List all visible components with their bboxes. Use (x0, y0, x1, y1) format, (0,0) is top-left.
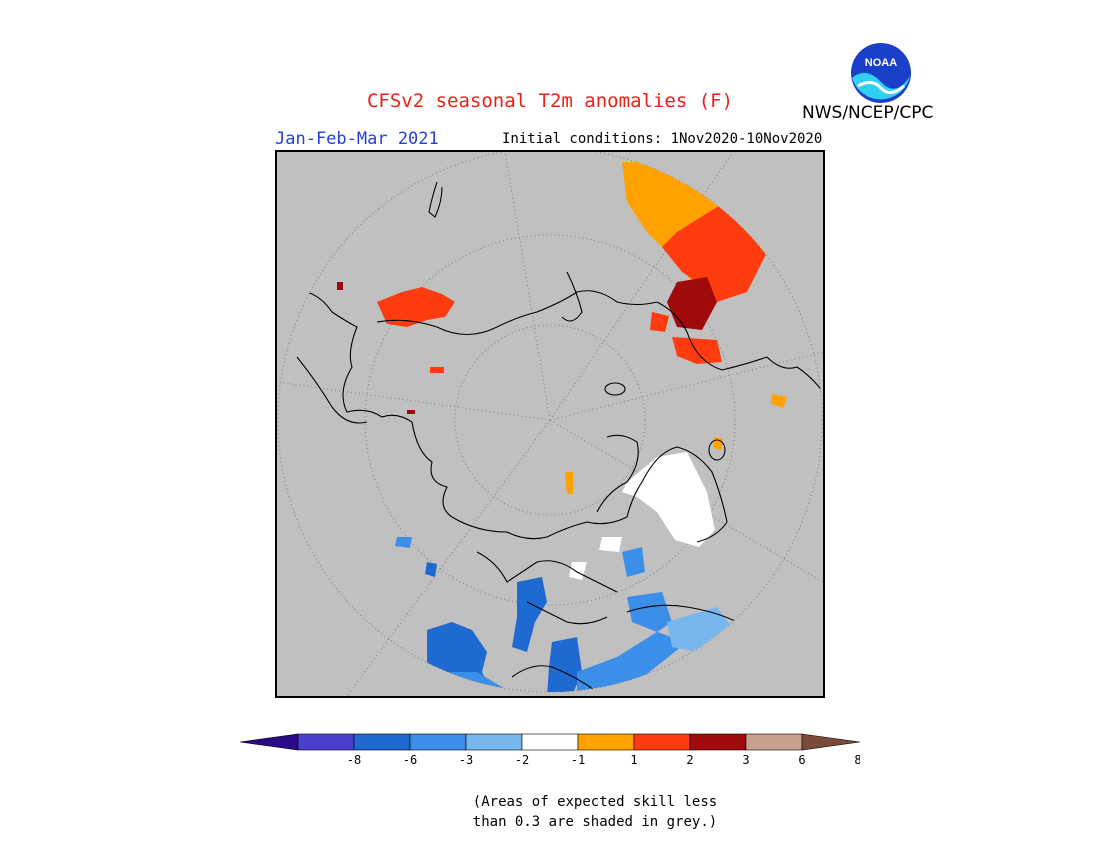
legend-colorbar: -8 -6 -3 -2 -1 1 2 3 6 8 (240, 733, 860, 767)
legend-tick-label: -3 (459, 753, 473, 767)
legend-tick-label: -1 (571, 753, 585, 767)
legend-tick-label: -6 (403, 753, 417, 767)
legend-tick-label: 8 (854, 753, 860, 767)
legend-color-box (633, 733, 691, 751)
legend-tick-label: -2 (515, 753, 529, 767)
legend-color-box (465, 733, 523, 751)
legend-tick-label: 6 (798, 753, 805, 767)
legend-tick-label: 2 (686, 753, 693, 767)
legend-low-arrow (240, 733, 299, 751)
legend-color-box (745, 733, 803, 751)
legend-color-boxes (240, 733, 860, 751)
graticule (277, 152, 823, 696)
coastlines (296, 181, 822, 692)
legend-color-box (689, 733, 747, 751)
season-label: Jan-Feb-Mar 2021 (275, 129, 439, 149)
legend-color-box (521, 733, 579, 751)
legend-color-box (577, 733, 635, 751)
noaa-logo: NOAA (851, 43, 911, 103)
skill-footnote: (Areas of expected skill less than 0.3 a… (420, 792, 770, 832)
agency-label: NWS/NCEP/CPC (802, 103, 934, 123)
initial-conditions-label: Initial conditions: 1Nov2020-10Nov2020 (502, 131, 823, 147)
warm-anomaly-asia (622, 162, 767, 364)
footnote-line-1: (Areas of expected skill less (472, 794, 718, 810)
warm-anomaly-europe (377, 287, 455, 327)
noaa-logo-text: NOAA (865, 57, 897, 69)
polar-map-panel (275, 150, 825, 698)
legend-tick-label: -8 (347, 753, 361, 767)
legend-tick-labels: -8 -6 -3 -2 -1 1 2 3 6 8 (347, 753, 860, 767)
legend-color-box (409, 733, 467, 751)
legend-color-box (353, 733, 411, 751)
legend-tick-label: 3 (742, 753, 749, 767)
footnote-line-2: than 0.3 are shaded in grey.) (472, 814, 718, 830)
polar-map (277, 152, 823, 696)
legend-color-box (297, 733, 355, 751)
legend-high-arrow (801, 733, 860, 751)
legend-tick-label: 1 (630, 753, 637, 767)
map-title: CFSv2 seasonal T2m anomalies (F) (366, 90, 734, 112)
